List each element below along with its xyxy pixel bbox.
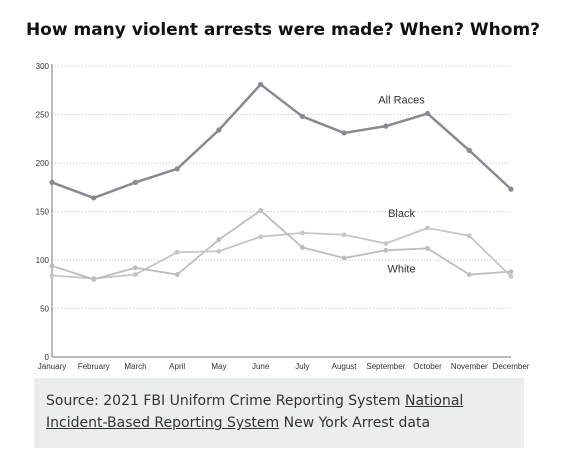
data-point <box>466 233 472 239</box>
data-point <box>174 249 180 255</box>
data-point <box>341 232 347 238</box>
data-point <box>258 81 264 88</box>
x-tick-label: November <box>451 362 488 371</box>
series-label: Black <box>388 208 415 220</box>
x-tick-label: February <box>78 362 110 371</box>
series-line-all-races <box>51 83 512 200</box>
y-tick-label: 0 <box>45 353 50 362</box>
series-points <box>49 81 514 282</box>
data-point <box>508 269 514 275</box>
x-tick-label: May <box>211 362 226 371</box>
data-point <box>133 265 138 271</box>
chart-title: How many violent arrests were made? When… <box>25 20 541 40</box>
data-point <box>466 272 472 277</box>
data-point <box>341 130 347 136</box>
data-point <box>258 208 264 213</box>
y-tick-label: 200 <box>36 159 50 168</box>
y-tick-label: 250 <box>36 111 50 120</box>
y-tick-label: 150 <box>36 208 50 217</box>
data-point <box>216 127 222 133</box>
x-tick-label: March <box>124 362 146 371</box>
data-point <box>174 166 180 172</box>
data-point <box>508 186 514 192</box>
x-tick-label: August <box>332 362 358 371</box>
data-point <box>425 225 430 231</box>
data-point <box>466 147 472 153</box>
line-chart: 0 50 100 150 200 250 300 January February March Ap… <box>36 62 530 371</box>
x-tick-label: September <box>366 362 405 371</box>
source-suffix: New York Arrest data <box>279 415 431 431</box>
source-note: Source: 2021 FBI Uniform Crime Reporting… <box>34 378 524 448</box>
series-label: White <box>387 263 415 275</box>
series-labels: All Races Black White <box>378 95 425 276</box>
data-point <box>508 274 514 279</box>
data-point <box>299 113 305 120</box>
data-point <box>133 272 138 277</box>
data-point <box>341 255 347 261</box>
series-line-black <box>51 227 512 280</box>
data-point <box>299 244 305 250</box>
data-point <box>216 248 222 254</box>
data-point <box>91 277 97 282</box>
data-point <box>91 195 97 201</box>
data-point <box>425 245 430 251</box>
y-tick-label: 50 <box>40 305 49 314</box>
data-point <box>383 247 389 253</box>
data-point <box>49 273 55 278</box>
x-tick-label: April <box>169 362 185 371</box>
x-tick-label: October <box>413 362 442 371</box>
y-tick-label: 300 <box>36 62 50 71</box>
source-link[interactable]: National Incident-Based Reporting System <box>46 393 464 431</box>
data-point <box>49 179 55 185</box>
data-point <box>132 179 139 185</box>
source-prefix: Source: 2021 FBI Uniform Crime Reporting… <box>46 393 405 409</box>
data-point <box>49 263 55 269</box>
data-point <box>174 272 180 277</box>
data-point <box>258 234 264 240</box>
x-tick-label: December <box>493 362 530 371</box>
data-point <box>383 241 389 246</box>
y-tick-label: 100 <box>36 256 50 265</box>
x-tick-label: July <box>295 362 309 371</box>
data-point <box>424 110 431 117</box>
series-label: All Races <box>378 95 425 107</box>
data-point <box>383 123 389 129</box>
series-lines <box>51 83 512 281</box>
data-point <box>299 230 305 236</box>
data-point <box>216 237 222 243</box>
x-tick-label: January <box>38 362 66 371</box>
series-line-white <box>51 209 512 281</box>
axes: 0 50 100 150 200 250 300 January February March Ap… <box>36 62 530 371</box>
x-tick-label: June <box>252 362 270 371</box>
